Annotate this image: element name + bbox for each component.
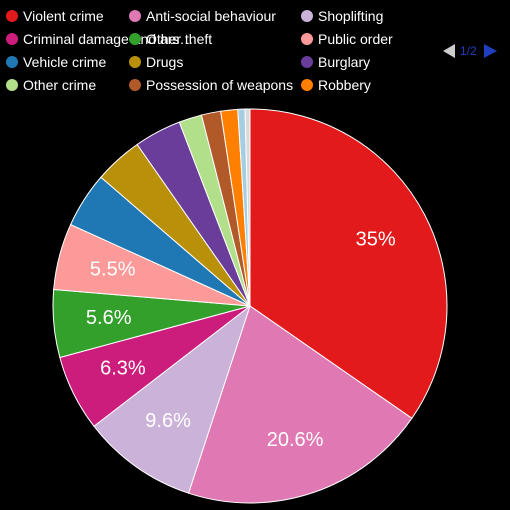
legend-swatch — [301, 33, 313, 45]
slice-value-label: 5.5% — [90, 258, 136, 280]
pie-slice-anti-social-behaviour[interactable] — [187, 305, 413, 504]
legend-swatch — [129, 10, 141, 22]
legend-swatch — [301, 10, 313, 22]
legend-item-public-order[interactable]: Public order — [301, 31, 393, 47]
slice-value-label: 5.6% — [86, 307, 132, 329]
legend-label: Anti-social behaviour — [146, 8, 276, 24]
legend-next-arrow-icon[interactable] — [484, 44, 497, 58]
legend-item-drugs[interactable]: Drugs — [129, 54, 183, 70]
legend-item-anti-social-behaviour[interactable]: Anti-social behaviour — [129, 8, 276, 24]
legend-label: Possession of weapons — [146, 77, 293, 93]
slice-value-label: 6.3% — [100, 357, 146, 379]
legend-label: Drugs — [146, 54, 183, 70]
legend-item-criminal-damage-and-ars[interactable]: Criminal damage and ars… — [6, 31, 193, 47]
legend-swatch — [6, 33, 18, 45]
legend-label: Robbery — [318, 77, 371, 93]
legend-label: Criminal damage and ars… — [23, 31, 193, 47]
legend-swatch — [6, 79, 18, 91]
legend-label: Shoplifting — [318, 8, 383, 24]
legend-label: Violent crime — [23, 8, 104, 24]
legend-item-other-crime[interactable]: Other crime — [6, 77, 96, 93]
legend-item-burglary[interactable]: Burglary — [301, 54, 370, 70]
slice-value-label: 35% — [356, 228, 396, 250]
slice-value-label: 9.6% — [145, 410, 191, 432]
legend: Violent crime Anti-social behaviour Shopli… — [6, 8, 393, 93]
legend-label: Public order — [318, 31, 393, 47]
legend-swatch — [6, 56, 18, 68]
legend-prev-arrow-icon[interactable] — [443, 44, 455, 58]
legend-swatch — [129, 79, 141, 91]
legend-item-possession-of-weapons[interactable]: Possession of weapons — [129, 77, 293, 93]
legend-pager: 1/2 — [443, 44, 497, 58]
legend-label: Burglary — [318, 54, 370, 70]
legend-label: Other crime — [23, 77, 96, 93]
pie-slices — [52, 108, 448, 504]
pie-slice-violent-crime[interactable] — [249, 108, 448, 419]
legend-swatch — [301, 79, 313, 91]
legend-item-violent-crime[interactable]: Violent crime — [6, 8, 104, 24]
legend-page-indicator: 1/2 — [460, 44, 477, 58]
legend-item-shoplifting[interactable]: Shoplifting — [301, 8, 383, 24]
legend-label: Vehicle crime — [23, 54, 106, 70]
pie-slice-shoplifting[interactable] — [93, 304, 251, 494]
pie-slice-unlabeled[interactable] — [244, 108, 251, 307]
legend-swatch — [129, 33, 141, 45]
legend-item-robbery[interactable]: Robbery — [301, 77, 371, 93]
legend-label: Other theft — [146, 31, 212, 47]
pie-slice-labels: 35% 20.6% 9.6% 6.3% 5.6% 5.5% — [86, 228, 396, 450]
legend-swatch — [6, 10, 18, 22]
slice-value-label: 20.6% — [267, 429, 324, 451]
legend-swatch — [301, 56, 313, 68]
legend-item-other-theft[interactable]: Other theft — [129, 31, 212, 47]
legend-item-vehicle-crime[interactable]: Vehicle crime — [6, 54, 106, 70]
legend-swatch — [129, 56, 141, 68]
